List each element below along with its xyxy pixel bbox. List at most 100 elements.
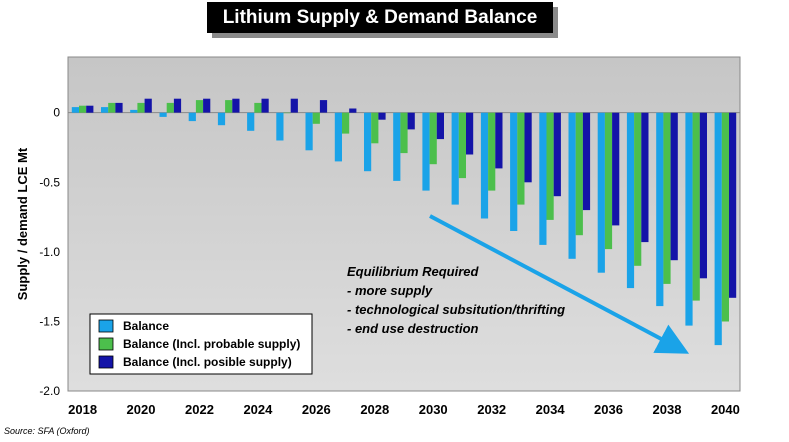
legend-swatch — [98, 337, 114, 351]
bar — [458, 112, 466, 179]
legend-label: Balance (Incl. posible supply) — [123, 355, 292, 369]
legend-box — [89, 313, 313, 375]
bar — [604, 112, 613, 250]
bar — [342, 112, 350, 134]
y-tick-label: -1.0 — [39, 245, 60, 259]
y-tick-label: -1.5 — [39, 314, 60, 328]
annotation: Equilibrium Required - more supply - tec… — [347, 264, 565, 336]
x-tick-label: 2024 — [243, 402, 273, 417]
bar — [488, 112, 496, 191]
bar — [371, 112, 379, 144]
bar — [729, 112, 737, 298]
trend-arrow — [429, 214, 690, 354]
bar — [276, 112, 284, 141]
x-axis-ticks: 2018 2020 2022 2024 2026 2028 2030 2032 2034 2036… — [68, 402, 740, 417]
bar — [582, 112, 591, 211]
legend-swatch — [98, 319, 114, 333]
bar — [173, 98, 182, 113]
x-tick-label: 2038 — [653, 402, 682, 417]
bar — [108, 102, 116, 113]
bar — [553, 112, 561, 197]
bar — [663, 112, 671, 284]
bar — [597, 112, 605, 273]
bar — [429, 112, 437, 165]
bar — [466, 112, 474, 155]
bar — [422, 112, 430, 191]
legend: Balance Balance (Incl. probable supply) … — [89, 313, 313, 375]
bar — [568, 112, 576, 259]
legend-label: Balance — [123, 319, 169, 333]
annotation-line: - more supply — [347, 283, 433, 298]
bar — [159, 112, 167, 117]
bar — [524, 112, 532, 183]
bar — [232, 98, 240, 113]
y-axis-label: Supply / demand LCE Mt — [15, 147, 30, 300]
bar — [378, 112, 386, 120]
y-axis-ticks: 0 -0.5 -1.0 -1.5 -2.0 — [39, 106, 60, 398]
legend-swatch — [98, 355, 114, 369]
chart-title: Lithium Supply & Demand Balance — [207, 2, 553, 33]
bar — [575, 112, 583, 236]
bar — [480, 112, 489, 219]
bar — [137, 102, 145, 113]
bar — [692, 112, 700, 301]
legend-label: Balance (Incl. probable supply) — [123, 337, 300, 351]
bar — [670, 112, 678, 261]
x-tick-label: 2030 — [419, 402, 448, 417]
bar — [319, 100, 328, 113]
bar — [334, 112, 342, 162]
bar — [305, 112, 313, 151]
y-tick-label: 0 — [53, 106, 60, 120]
bar — [641, 112, 649, 243]
bar — [634, 112, 642, 266]
bar — [290, 98, 298, 113]
bar — [612, 112, 620, 226]
bar — [393, 112, 401, 181]
bar — [546, 112, 554, 220]
bar — [79, 105, 87, 113]
bar — [203, 98, 211, 113]
y-tick-label: -0.5 — [39, 175, 60, 189]
bar — [400, 112, 408, 154]
bar — [254, 102, 262, 113]
bar — [144, 98, 152, 113]
bar — [407, 112, 415, 130]
source-note: Source: SFA (Oxford) — [4, 426, 90, 436]
bar — [349, 108, 357, 113]
bar — [115, 102, 123, 113]
bar — [364, 112, 372, 172]
x-tick-label: 2018 — [68, 402, 97, 417]
bar — [626, 112, 635, 289]
bar — [188, 112, 196, 122]
bar — [86, 105, 94, 113]
y-tick-label: -2.0 — [39, 384, 60, 398]
bar — [436, 112, 444, 140]
bar — [71, 107, 79, 113]
bar — [312, 112, 320, 124]
x-tick-label: 2032 — [477, 402, 506, 417]
bar — [451, 112, 459, 205]
x-tick-label: 2028 — [360, 402, 389, 417]
x-tick-label: 2040 — [711, 402, 740, 417]
bar — [247, 112, 255, 131]
bar — [495, 112, 503, 169]
bar — [721, 112, 729, 322]
bar — [130, 109, 138, 113]
bar — [225, 100, 233, 113]
annotation-line: - end use destruction — [347, 321, 479, 336]
bar — [510, 112, 518, 231]
bars — [71, 98, 737, 346]
x-tick-label: 2034 — [536, 402, 566, 417]
bar — [714, 112, 722, 346]
x-tick-label: 2020 — [127, 402, 156, 417]
x-tick-label: 2022 — [185, 402, 214, 417]
annotation-line: - technological subsitution/thrifting — [347, 302, 565, 317]
bar — [656, 112, 664, 307]
bar — [166, 102, 174, 113]
bar — [283, 112, 291, 114]
bar — [195, 100, 204, 113]
bar — [217, 112, 226, 126]
bar — [101, 107, 109, 113]
x-tick-label: 2026 — [302, 402, 331, 417]
